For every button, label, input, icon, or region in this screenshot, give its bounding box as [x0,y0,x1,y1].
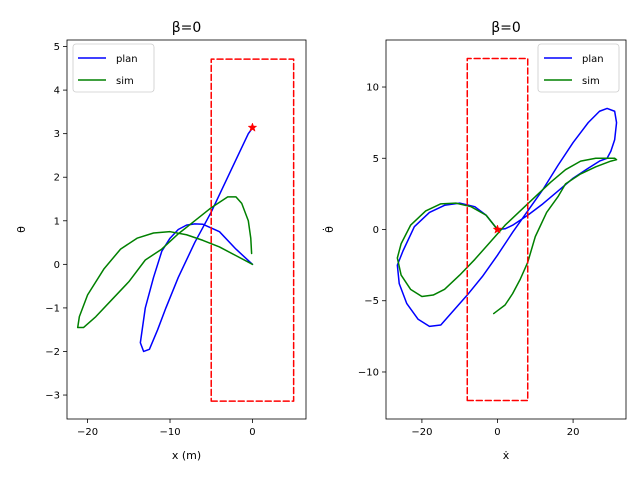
y-axis-label: θ [15,226,28,233]
y-tick-label: 10 [366,83,379,94]
y-tick-label: −1 [45,303,60,314]
series-bounds-line [210,58,295,402]
legend: plan sim [72,43,155,93]
x-tick-label: 0 [494,427,500,438]
x-tick-label: −20 [77,427,98,438]
y-tick-label: 5 [373,154,379,165]
x-tick-label: −10 [159,427,180,438]
legend-sim-label: sim [582,76,600,87]
y-tick-label: −10 [358,367,379,378]
plot-frame [66,39,307,420]
x-tick-label: 0 [249,427,255,438]
y-tick-label: 0 [373,225,379,236]
x-tick-label: −20 [411,427,432,438]
legend-plan-label: plan [582,54,604,65]
y-tick-label: −5 [364,296,379,307]
x-tick-label: 20 [567,427,580,438]
legend-sim-label: sim [116,76,134,87]
y-tick-label: 2 [54,173,60,184]
goal-star-marker [492,224,503,234]
chart-title: β=0 [491,20,521,36]
goal-star-marker [247,122,258,132]
chart-thetadot-vs-xdot: −20 0 20 −10 −5 0 5 10 β=0 ẋ θ̇ plan sim [322,20,627,462]
legend-plan-label: plan [116,54,138,65]
legend: plan sim [537,43,620,93]
y-tick-label: 0 [54,260,60,271]
x-axis-label: x (m) [172,449,201,462]
y-tick-label: 4 [54,86,60,97]
series-plan-line [139,127,254,353]
series-bounds-line [466,57,529,402]
x-axis-label: ẋ [503,449,510,462]
y-tick-label: 1 [54,216,60,227]
series-sim-line [76,196,254,329]
chart-title: β=0 [172,20,202,36]
y-tick-label: −3 [45,391,60,402]
y-tick-label: −2 [45,347,60,358]
series-sim-line [396,157,618,315]
y-tick-label: 5 [54,42,60,53]
y-tick-label: 3 [54,129,60,140]
y-axis-label: θ̇ [322,226,336,233]
